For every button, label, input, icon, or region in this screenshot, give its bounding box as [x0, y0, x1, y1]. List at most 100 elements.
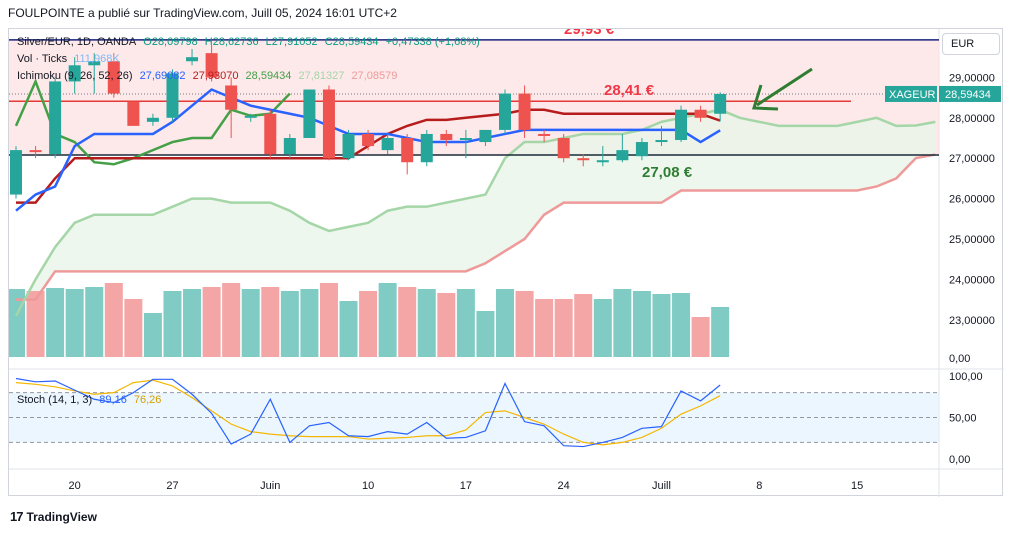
kumo-cloud	[16, 109, 936, 316]
main-legend[interactable]: Silver/EUR, 1D, OANDA O28,09798 H28,6273…	[17, 36, 484, 48]
stoch-k-line	[15, 377, 721, 448]
ich-spana-value: 27,81327	[298, 70, 345, 82]
time-axis-tick-label: 8	[756, 480, 762, 492]
level-annotation-label: 28,41 €	[604, 82, 655, 99]
volume-bar	[85, 287, 104, 357]
level-annotation-label: 27,08 €	[642, 164, 693, 181]
candle-body	[557, 138, 570, 159]
candle-body	[283, 138, 296, 155]
symbol-tag	[885, 85, 937, 102]
volume-bar	[104, 283, 123, 357]
legend-high: H28,62736	[204, 36, 259, 48]
legend-low: L27,91052	[265, 36, 318, 48]
candle-body	[107, 61, 120, 94]
volume-bar	[241, 289, 260, 357]
chart-canvas[interactable]: 29,93 € 28,41 € 27,08 € 29,00000 28,00000 27,…	[9, 29, 1004, 497]
volume-bar	[515, 291, 534, 357]
legend-change: +0,47338 (+1,68%)	[385, 36, 480, 48]
volume-bar	[339, 301, 358, 357]
ich-spanb-value: 27,08579	[351, 70, 398, 82]
ich-kijun-value: 27,93070	[192, 70, 239, 82]
volume-bar	[26, 291, 45, 357]
candle-body	[655, 140, 668, 143]
candle-body	[186, 57, 199, 62]
volume-bar	[202, 287, 221, 357]
candle-body	[675, 109, 688, 141]
volume-bar	[300, 289, 319, 357]
price-axis-tick-label: 26,00000	[949, 194, 995, 206]
volume-bar	[319, 283, 338, 357]
candle-body	[166, 73, 179, 118]
candle-body	[49, 81, 62, 155]
candle-body	[577, 158, 590, 161]
volume-bar	[143, 313, 162, 357]
legend-symbol: Silver/EUR, 1D, OANDA	[17, 36, 137, 48]
vol-value: 111,968K	[74, 53, 120, 65]
candle-body	[518, 93, 531, 130]
candle-body	[401, 138, 414, 163]
price-axis-tick-label: 28,00000	[949, 113, 995, 125]
stoch-k-value: 89,16	[99, 394, 127, 406]
volume-bar	[417, 289, 436, 357]
volume-bar	[672, 293, 691, 357]
chikou-span-line	[14, 78, 291, 166]
volume-bar	[183, 289, 202, 357]
volume-bar	[476, 311, 495, 357]
candle-body	[322, 89, 335, 159]
volume-bar	[437, 293, 456, 357]
candle-body	[616, 150, 629, 161]
price-axis-tick-label: 27,00000	[949, 153, 995, 165]
volume-bar	[711, 307, 730, 357]
stoch-label: Stoch (14, 1, 3)	[17, 394, 93, 406]
candle-body	[29, 150, 42, 153]
candle-body	[635, 142, 648, 157]
volume-bar	[613, 289, 632, 357]
stoch-legend[interactable]: Stoch (14, 1, 3) 89,16 76,26	[17, 394, 165, 406]
candle-body	[225, 85, 238, 110]
price-tag-label: 28,59434	[945, 89, 991, 101]
stoch-d-value: 76,26	[133, 394, 162, 406]
candle-body	[244, 115, 257, 118]
time-axis-tick-label: 20	[69, 480, 81, 492]
vol-label: Vol · Ticks	[17, 53, 68, 65]
candle-body	[420, 133, 433, 163]
publisher-header: FOULPOINTE a publié sur TradingView.com,…	[8, 6, 397, 20]
legend-close: C28,59434	[324, 36, 379, 48]
price-axis-tick-label: 23,00000	[949, 315, 995, 327]
candle-body	[146, 117, 159, 122]
volume-bar	[46, 288, 65, 357]
price-axis-tick-label: 25,00000	[949, 234, 995, 246]
ichimoku-legend[interactable]: Ichimoku (9, 26, 52, 26) 27,69082 27,930…	[17, 70, 401, 82]
tradingview-logo-icon: 17	[10, 509, 24, 524]
time-axis-tick-label: 17	[460, 480, 472, 492]
chart-frame[interactable]: 29,93 € 28,41 € 27,08 € 29,00000 28,00000 27,…	[8, 28, 1004, 497]
volume-bar	[574, 294, 593, 357]
volume-bar	[378, 283, 397, 357]
stoch-d-line	[15, 379, 721, 446]
tradingview-logo[interactable]: 17 TradingView	[10, 509, 97, 524]
time-axis-tick-label: 27	[166, 480, 178, 492]
ich-chikou-value: 28,59434	[245, 70, 292, 82]
candle-body	[596, 160, 609, 163]
time-axis-tick-label: 10	[362, 480, 374, 492]
price-axis-tick-label: 24,00000	[949, 274, 995, 286]
time-axis-tick-label: 15	[851, 480, 863, 492]
candle-body	[127, 101, 140, 126]
volume-bar	[398, 287, 417, 357]
candle-body	[459, 138, 472, 141]
volume-axis-tick-label: 0,00	[949, 353, 970, 365]
volume-bar	[222, 283, 241, 357]
legend-open: O28,09798	[143, 36, 198, 48]
candle-body	[381, 138, 394, 151]
price-tag	[939, 85, 1001, 102]
volume-legend[interactable]: Vol · Ticks 111,968K	[17, 53, 124, 65]
candle-body	[205, 53, 218, 78]
volume-bar	[261, 287, 280, 357]
volume-bar	[280, 291, 299, 357]
currency-button[interactable]: EUR	[942, 33, 1000, 55]
symbol-tag-label: XAGEUR	[889, 89, 936, 101]
volume-bar	[632, 291, 651, 357]
candle-body	[362, 133, 375, 147]
time-axis-tick-label: Juill	[652, 480, 671, 492]
volume-bar	[456, 289, 475, 357]
